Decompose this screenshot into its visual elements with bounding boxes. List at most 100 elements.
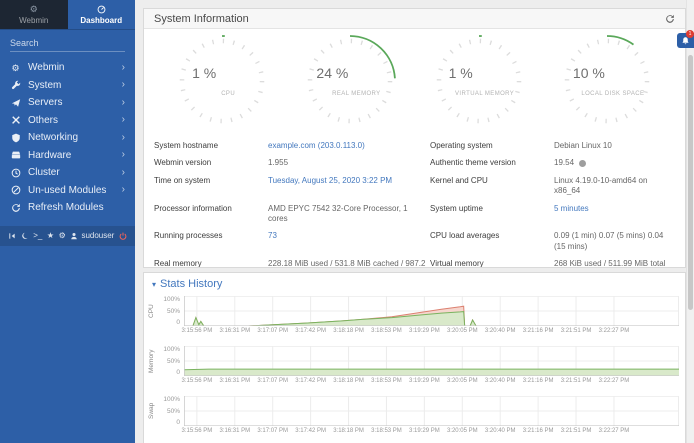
x-axis: 3:15:56 PM 3:16:31 PM 3:17:07 PM 3:17:42 PM… — [181, 376, 679, 386]
sysinfo-label: Webmin version — [154, 158, 212, 168]
search-input[interactable] — [10, 38, 127, 48]
x-tick-label: 3:21:16 PM — [522, 378, 554, 384]
bell-icon — [682, 36, 689, 44]
gauge-value: 1 % — [192, 65, 217, 81]
wrench-icon — [10, 80, 21, 90]
x-tick-label: 3:22:27 PM — [598, 378, 630, 384]
notifications-tab[interactable]: 1 — [677, 30, 694, 48]
sysinfo-text: Debian Linux 10 — [554, 141, 612, 150]
chevron-right-icon: › — [121, 96, 125, 108]
stats-chart-cpu: CPU 100% 50% 0 3:15:56 PM 3:16:31 PM 3:17:07 P… — [148, 296, 679, 336]
x-tick-label: 3:15:56 PM — [181, 378, 213, 384]
x-tick-label: 3:21:16 PM — [522, 328, 554, 334]
gauge-cpu: 1 % CPU — [172, 31, 272, 131]
sysinfo-value: 73 — [268, 231, 426, 252]
user-menu[interactable]: sudouser — [70, 231, 114, 241]
tab-dashboard[interactable]: Dashboard — [67, 0, 135, 29]
x-tick-label: 3:16:31 PM — [219, 378, 251, 384]
system-info-table: System hostname example.com (203.0.113.0)… — [144, 133, 685, 267]
terminal-icon[interactable]: >_ — [33, 230, 43, 240]
theme-info-icon[interactable] — [579, 159, 587, 167]
stats-history-title: Stats History — [160, 278, 223, 290]
chevron-right-icon: › — [121, 149, 125, 161]
sysinfo-value: 1.955 — [268, 158, 426, 168]
menu-label: Refresh Modules — [28, 202, 104, 214]
chevron-right-icon: › — [121, 61, 125, 73]
y-tick-label: 100% — [163, 346, 180, 353]
x-tick-label: 3:18:53 PM — [371, 428, 402, 434]
gauge-label: VIRTUAL MEMORY — [455, 91, 515, 97]
sysinfo-text: 19.54 — [554, 158, 575, 168]
tools-icon — [10, 115, 21, 125]
sysinfo-value: 268 KiB used / 511.99 MiB total — [554, 259, 675, 267]
x-tick-label: 3:17:07 PM — [257, 378, 289, 384]
tab-webmin[interactable]: ⚙ Webmin — [0, 0, 68, 29]
sysinfo-label: Authentic theme version — [430, 158, 516, 168]
sidebar-footer: >_ ★ ⚙ sudouser — [0, 225, 135, 246]
user-icon — [71, 232, 78, 239]
sysinfo-link[interactable]: Tuesday, August 25, 2020 3:22 PM — [268, 175, 393, 185]
refresh-button[interactable] — [665, 14, 675, 24]
chart-plot — [184, 396, 679, 426]
series-line-memory-used — [184, 369, 679, 370]
sysinfo-value: 228.18 MiB used / 531.8 MiB cached / 987… — [268, 259, 426, 267]
sysinfo-value: 5 minutes — [554, 204, 675, 225]
x-tick-label: 3:15:56 PM — [181, 328, 213, 334]
y-tick-label: 0 — [176, 369, 180, 376]
sysinfo-link[interactable]: example.com (203.0.113.0) — [268, 141, 365, 150]
sidebar-item-servers[interactable]: Servers › — [0, 94, 135, 112]
gauge-dial — [304, 35, 397, 127]
y-tick-label: 100% — [163, 396, 180, 403]
menu-label: Others — [28, 114, 59, 126]
sysinfo-link[interactable]: 5 minutes — [554, 203, 589, 213]
chevron-right-icon: › — [121, 184, 125, 196]
sidebar-tabs: ⚙ Webmin Dashboard — [0, 0, 135, 30]
x-tick-label: 3:20:05 PM — [446, 328, 478, 334]
sysinfo-text: 1.955 — [268, 158, 289, 168]
chevron-right-icon: › — [121, 131, 125, 143]
y-tick-label: 50% — [166, 357, 180, 365]
y-tick-label: 100% — [163, 296, 180, 303]
x-tick-label: 3:19:29 PM — [409, 378, 440, 384]
chevron-right-icon: › — [121, 79, 125, 91]
gauge-label: CPU — [221, 91, 236, 97]
x-tick-label: 3:22:27 PM — [598, 328, 630, 334]
user-label: sudouser — [81, 230, 115, 240]
shield-icon — [10, 133, 21, 143]
configuration-gear-icon[interactable]: ⚙ — [58, 230, 66, 240]
y-axis-title: Swap — [148, 402, 155, 420]
sidebar-item-hardware[interactable]: Hardware › — [0, 147, 135, 165]
x-tick-label: 3:21:51 PM — [560, 378, 592, 384]
menu-label: System — [28, 79, 62, 91]
series-area-memory-used — [184, 369, 679, 376]
logout-power-icon[interactable] — [119, 232, 127, 240]
sidebar-item-cluster[interactable]: Cluster › — [0, 164, 135, 182]
gauge-label: REAL MEMORY — [332, 91, 381, 97]
page-title: System Information — [154, 12, 249, 25]
sidebar-item-refresh-modules[interactable]: Refresh Modules — [0, 199, 135, 217]
sidebar-item-unused-modules[interactable]: Un-used Modules › — [0, 182, 135, 200]
sysinfo-value: 19.54 — [554, 158, 675, 168]
sysinfo-label: CPU load averages — [430, 231, 500, 241]
sysinfo-value: Linux 4.19.0-10-amd64 on x86_64 — [554, 176, 675, 197]
collapse-chevron-icon[interactable]: ▾ — [152, 279, 157, 289]
collapse-sidebar-button[interactable] — [8, 232, 16, 240]
sysinfo-value: Debian Linux 10 — [554, 141, 675, 151]
chevron-right-icon: › — [121, 166, 125, 178]
night-mode-icon[interactable] — [21, 232, 29, 240]
sidebar-item-others[interactable]: Others › — [0, 112, 135, 130]
sysinfo-label: Processor information — [154, 203, 232, 213]
sysinfo-link[interactable]: 73 — [268, 231, 277, 241]
sidebar-item-system[interactable]: System › — [0, 77, 135, 95]
sidebar-item-webmin[interactable]: ⚙ Webmin › — [0, 59, 135, 77]
sidebar-item-networking[interactable]: Networking › — [0, 129, 135, 147]
favorites-star-icon[interactable]: ★ — [46, 230, 55, 240]
tab-dashboard-label: Dashboard — [80, 15, 123, 25]
x-tick-label: 3:20:40 PM — [484, 328, 516, 334]
scrollbar-thumb[interactable] — [688, 55, 693, 310]
stats-history-card: ▾ Stats History CPU 100% 50% 0 3:15:56 PM 3:1… — [143, 272, 686, 443]
series-line-cpu-user — [184, 312, 679, 326]
y-tick-label: 0 — [176, 319, 180, 326]
x-tick-label: 3:20:05 PM — [446, 428, 478, 434]
